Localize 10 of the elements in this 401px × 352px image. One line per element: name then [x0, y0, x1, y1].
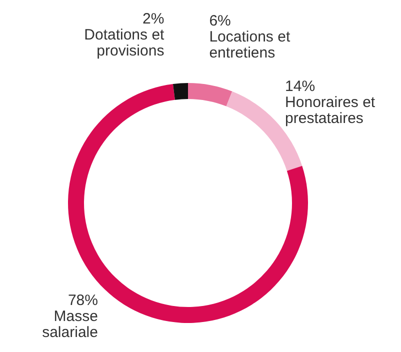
- data-label: 6%: [209, 12, 231, 30]
- donut-slice: [172, 83, 188, 100]
- slice-label: Honoraires et prestataires: [285, 94, 376, 128]
- slice-label: Masse salariale: [42, 308, 98, 342]
- data-label: 2%: [142, 10, 164, 28]
- data-label: 14%: [285, 78, 316, 96]
- data-label: 78%: [68, 292, 98, 310]
- slice-label: Locations et entretiens: [209, 28, 291, 62]
- slice-label: Dotations et provisions: [84, 26, 166, 60]
- donut-slice: [188, 83, 232, 106]
